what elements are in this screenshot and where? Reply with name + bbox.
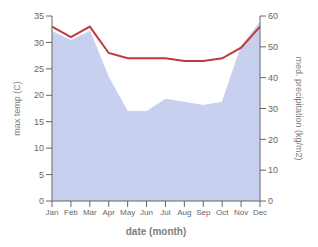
svg-text:5: 5 <box>39 170 44 180</box>
svg-text:10: 10 <box>268 165 278 175</box>
svg-text:35: 35 <box>34 11 44 21</box>
svg-text:Sep: Sep <box>196 208 211 217</box>
svg-text:Jul: Jul <box>160 208 170 217</box>
svg-text:Oct: Oct <box>216 208 229 217</box>
svg-text:0: 0 <box>39 196 44 206</box>
svg-text:date (month): date (month) <box>126 226 187 237</box>
svg-text:Feb: Feb <box>64 208 78 217</box>
svg-text:0: 0 <box>268 196 273 206</box>
svg-text:30: 30 <box>268 104 278 114</box>
svg-text:10: 10 <box>34 143 44 153</box>
svg-text:Nov: Nov <box>234 208 248 217</box>
svg-text:Dec: Dec <box>253 208 267 217</box>
svg-text:May: May <box>120 208 135 217</box>
svg-text:50: 50 <box>268 42 278 52</box>
svg-text:Jan: Jan <box>46 208 59 217</box>
svg-text:Mar: Mar <box>83 208 97 217</box>
svg-text:Aug: Aug <box>177 208 191 217</box>
svg-text:15: 15 <box>34 117 44 127</box>
svg-text:20: 20 <box>268 135 278 145</box>
svg-text:30: 30 <box>34 38 44 48</box>
svg-text:60: 60 <box>268 11 278 21</box>
svg-text:max temp (C): max temp (C) <box>12 81 22 136</box>
svg-text:20: 20 <box>34 90 44 100</box>
svg-text:Jun: Jun <box>140 208 153 217</box>
svg-text:40: 40 <box>268 73 278 83</box>
svg-text:Apr: Apr <box>103 208 116 217</box>
svg-text:25: 25 <box>34 64 44 74</box>
svg-text:med. precipitation (kg/m2): med. precipitation (kg/m2) <box>294 56 304 160</box>
